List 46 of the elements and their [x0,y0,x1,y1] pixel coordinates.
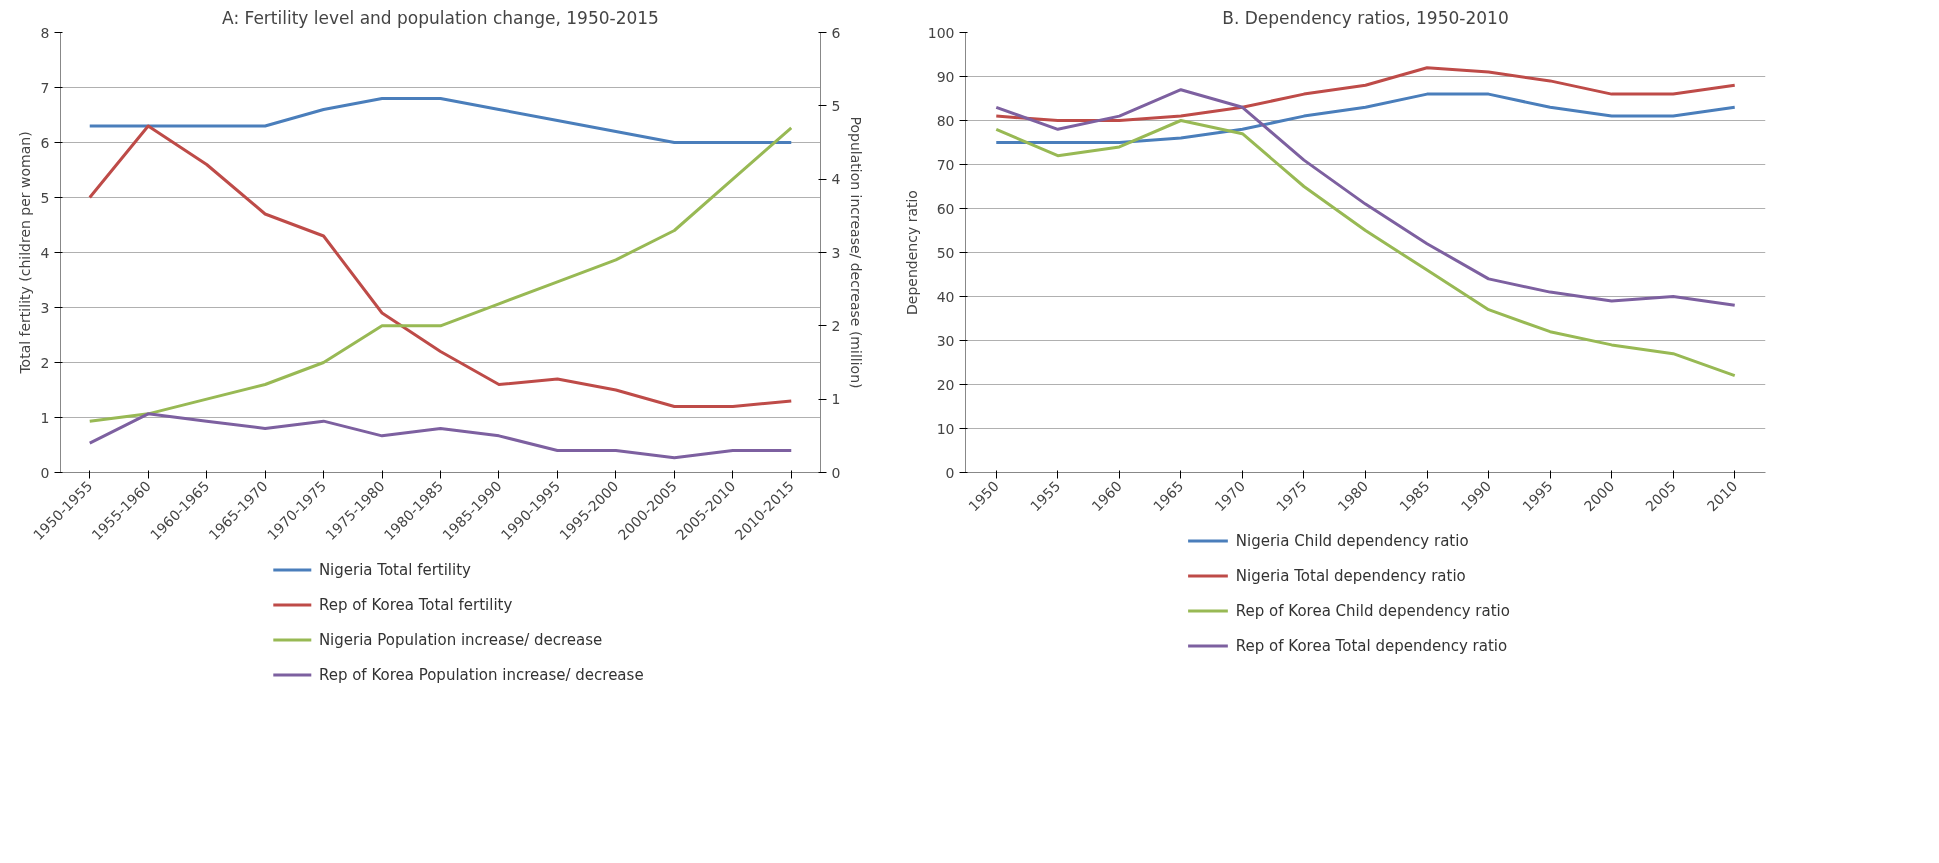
line-series [994,92,1737,144]
legend-label: Nigeria Total dependency ratio [1235,567,1466,585]
line-series [88,412,793,460]
y2-tick-label: 3 [831,244,841,261]
legend-label: Rep of Korea Total fertility [318,596,513,614]
legend-label: Nigeria Total fertility [318,561,472,579]
y-tick-label: 3 [40,299,50,316]
y2-tick-label: 1 [831,391,841,408]
y-tick-label: 40 [936,288,955,305]
y-tick-label: 6 [40,134,50,151]
legend-label: Rep of Korea Child dependency ratio [1235,602,1510,620]
legend-label: Nigeria Child dependency ratio [1235,532,1469,550]
line-series [88,97,793,144]
y-axis-title: Dependency ratio [903,190,920,315]
y-tick-label: 100 [927,24,955,41]
y-axis-title: Total fertility (children per woman) [16,131,33,375]
line-series [994,66,1737,122]
y-tick-label: 1 [40,409,50,426]
y-tick-label: 70 [936,156,955,173]
y-tick-label: 90 [936,68,955,85]
y2-tick-label: 2 [831,317,841,334]
y-tick-label: 7 [40,79,50,96]
legend-label: Nigeria Population increase/ decrease [318,631,603,649]
y-tick-label: 2 [40,354,50,371]
y-tick-label: 80 [936,112,955,129]
y-tick-label: 50 [936,244,955,261]
y2-tick-label: 4 [831,171,841,188]
y2-tick-label: 5 [831,97,841,114]
legend-label: Rep of Korea Population increase/ decrease [318,666,644,684]
legend-label: Rep of Korea Total dependency ratio [1235,637,1508,655]
y-tick-label: 0 [40,464,50,481]
y2-tick-label: 6 [831,24,841,41]
line-series [994,119,1737,378]
chart-title: A: Fertility level and population change, 1950-2015 [222,7,659,28]
y-tick-label: 60 [936,200,955,217]
y-tick-label: 4 [40,244,50,261]
y-tick-label: 30 [936,332,955,349]
y-tick-label: 0 [945,464,955,481]
y2-tick-label: 0 [831,464,841,481]
chart-title: B. Dependency ratios, 1950-2010 [1222,7,1509,28]
line-series [994,88,1737,307]
y-tick-label: 10 [936,420,955,437]
y-tick-label: 8 [40,24,50,41]
y-tick-label: 5 [40,189,50,206]
y2-axis-title: Population increase/ decrease (million) [848,116,865,389]
y-tick-label: 20 [936,376,955,393]
